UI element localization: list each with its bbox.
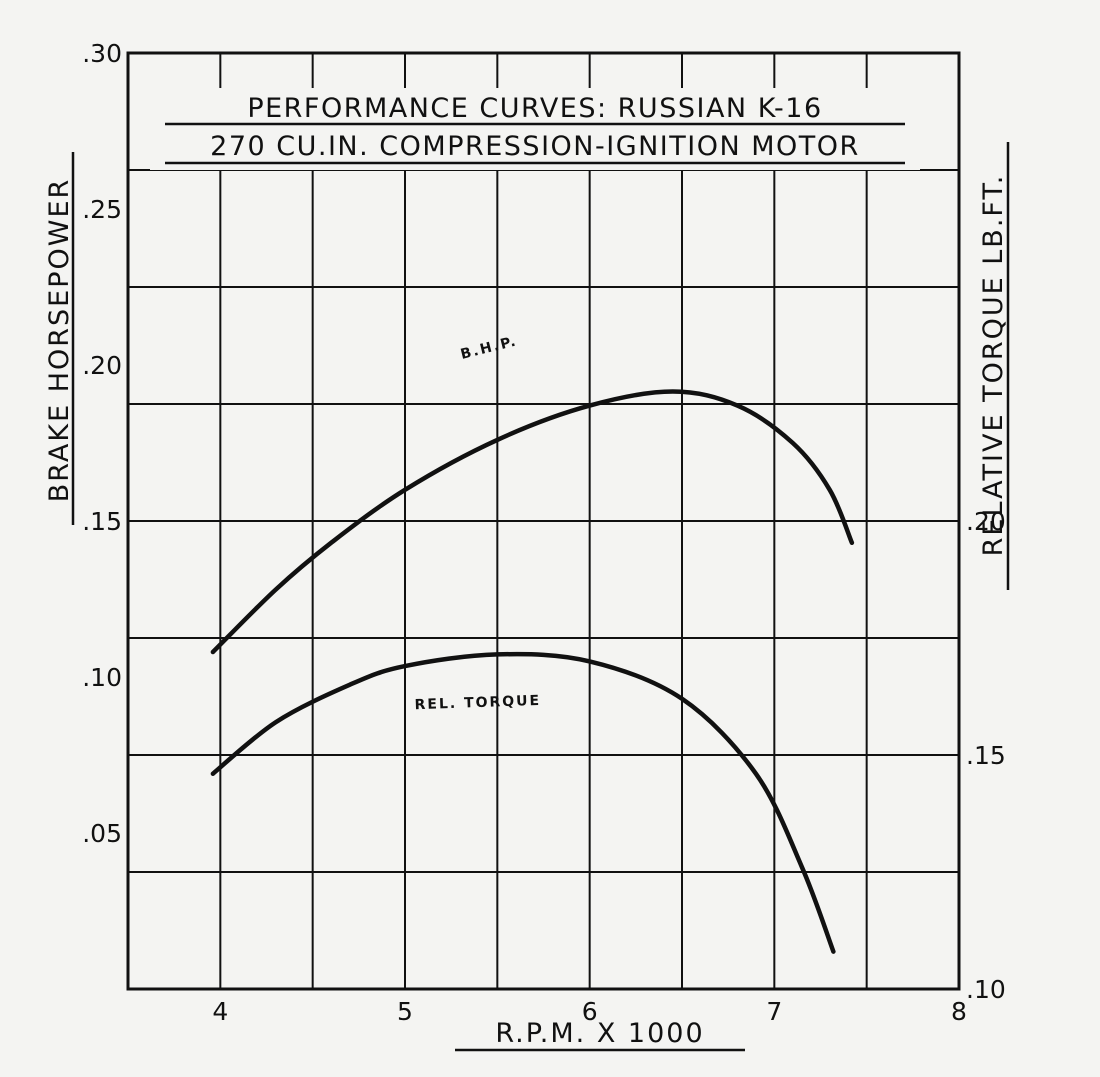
- y2-tick-label: .15: [966, 741, 1006, 770]
- x-tick-label: 8: [951, 997, 967, 1026]
- x-axis-title: R.P.M. X 1000: [495, 1018, 704, 1049]
- x-tick-label: 5: [397, 997, 413, 1026]
- y-tick-label: .15: [82, 507, 122, 536]
- y2-tick-label: .20: [966, 507, 1006, 536]
- x-tick-label: 4: [212, 997, 228, 1026]
- y2-axis-title: RELATIVE TORQUE LB.FT.: [978, 174, 1009, 557]
- series-label-b-h-p: B.H.P.: [459, 333, 519, 363]
- chart-subtitle: 270 CU.IN. COMPRESSION-IGNITION MOTOR: [210, 131, 860, 162]
- y-tick-label: .20: [82, 351, 122, 380]
- tick-labels: 4 5 6 7 8 .05 .10 .15 .20 .25 .30 .10 .15 .20: [82, 39, 1006, 1026]
- series-line-b-h-p: [210, 389, 855, 655]
- y-tick-label: .10: [82, 663, 122, 692]
- y-tick-label: .25: [82, 195, 122, 224]
- y-tick-label: .30: [82, 39, 122, 68]
- y-axis-title: BRAKE HORSEPOWER: [44, 178, 75, 503]
- x-tick-label: 7: [766, 997, 782, 1026]
- chart-title: PERFORMANCE CURVES: RUSSIAN K-16: [247, 93, 822, 124]
- y2-tick-label: .10: [966, 975, 1006, 1004]
- series-label-rel-torque: REL. TORQUE: [414, 693, 541, 713]
- title-box: [150, 88, 920, 170]
- gridlines: [128, 53, 959, 989]
- y-tick-label: .05: [82, 819, 122, 848]
- x-tick-label: 6: [582, 997, 598, 1026]
- series-lines: [210, 389, 855, 954]
- series-line-rel-torque: [210, 651, 836, 954]
